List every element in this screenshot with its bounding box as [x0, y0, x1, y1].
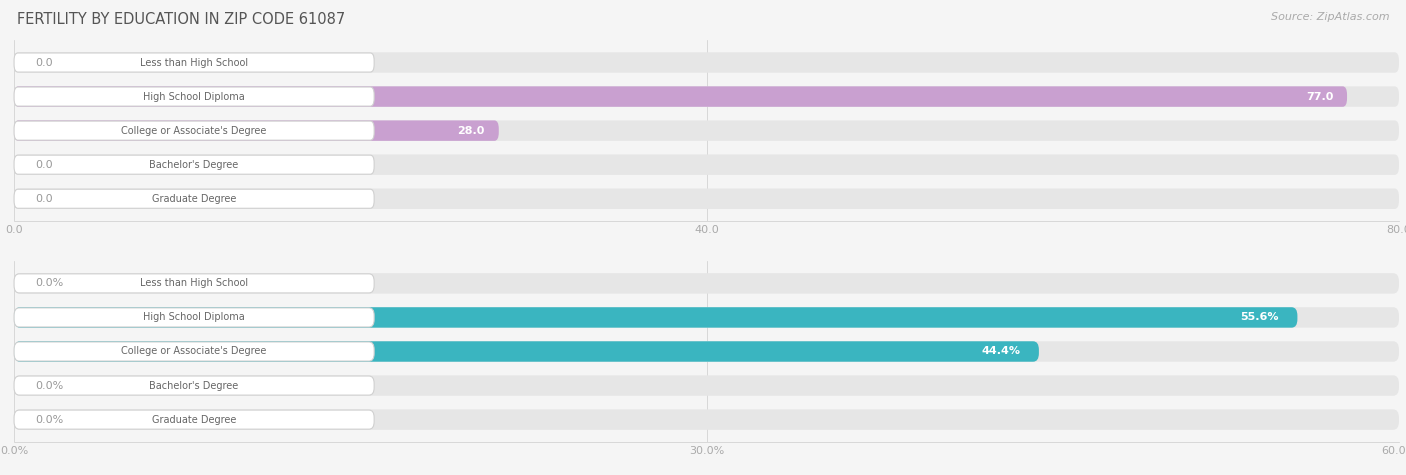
FancyBboxPatch shape: [14, 86, 1347, 107]
Text: Less than High School: Less than High School: [141, 278, 249, 288]
FancyBboxPatch shape: [14, 121, 374, 140]
FancyBboxPatch shape: [14, 120, 1399, 141]
Text: 0.0%: 0.0%: [35, 380, 63, 390]
FancyBboxPatch shape: [14, 307, 1298, 328]
FancyBboxPatch shape: [14, 87, 374, 106]
FancyBboxPatch shape: [14, 308, 374, 327]
Text: 0.0: 0.0: [35, 57, 52, 67]
Text: Graduate Degree: Graduate Degree: [152, 194, 236, 204]
Text: Bachelor's Degree: Bachelor's Degree: [149, 380, 239, 390]
FancyBboxPatch shape: [14, 189, 374, 208]
FancyBboxPatch shape: [14, 155, 374, 174]
FancyBboxPatch shape: [14, 189, 1399, 209]
FancyBboxPatch shape: [14, 409, 1399, 430]
FancyBboxPatch shape: [14, 342, 374, 361]
Text: 44.4%: 44.4%: [981, 346, 1021, 357]
Text: Less than High School: Less than High School: [141, 57, 249, 67]
FancyBboxPatch shape: [14, 120, 499, 141]
Text: 0.0%: 0.0%: [35, 415, 63, 425]
Text: Graduate Degree: Graduate Degree: [152, 415, 236, 425]
FancyBboxPatch shape: [14, 307, 1399, 328]
Text: FERTILITY BY EDUCATION IN ZIP CODE 61087: FERTILITY BY EDUCATION IN ZIP CODE 61087: [17, 12, 344, 27]
FancyBboxPatch shape: [14, 341, 1039, 362]
Text: 0.0: 0.0: [35, 194, 52, 204]
Text: College or Associate's Degree: College or Associate's Degree: [121, 346, 267, 357]
Text: 0.0%: 0.0%: [35, 278, 63, 288]
Text: High School Diploma: High School Diploma: [143, 313, 245, 323]
FancyBboxPatch shape: [14, 376, 374, 395]
Text: College or Associate's Degree: College or Associate's Degree: [121, 125, 267, 136]
FancyBboxPatch shape: [14, 86, 1399, 107]
Text: 28.0: 28.0: [457, 125, 485, 136]
Text: Bachelor's Degree: Bachelor's Degree: [149, 160, 239, 170]
FancyBboxPatch shape: [14, 410, 374, 429]
Text: 0.0: 0.0: [35, 160, 52, 170]
Text: Source: ZipAtlas.com: Source: ZipAtlas.com: [1271, 12, 1389, 22]
FancyBboxPatch shape: [14, 52, 1399, 73]
FancyBboxPatch shape: [14, 273, 1399, 294]
Text: High School Diploma: High School Diploma: [143, 92, 245, 102]
FancyBboxPatch shape: [14, 341, 1399, 362]
FancyBboxPatch shape: [14, 154, 1399, 175]
FancyBboxPatch shape: [14, 274, 374, 293]
FancyBboxPatch shape: [14, 375, 1399, 396]
Text: 55.6%: 55.6%: [1240, 313, 1279, 323]
FancyBboxPatch shape: [14, 53, 374, 72]
Text: 77.0: 77.0: [1306, 92, 1333, 102]
